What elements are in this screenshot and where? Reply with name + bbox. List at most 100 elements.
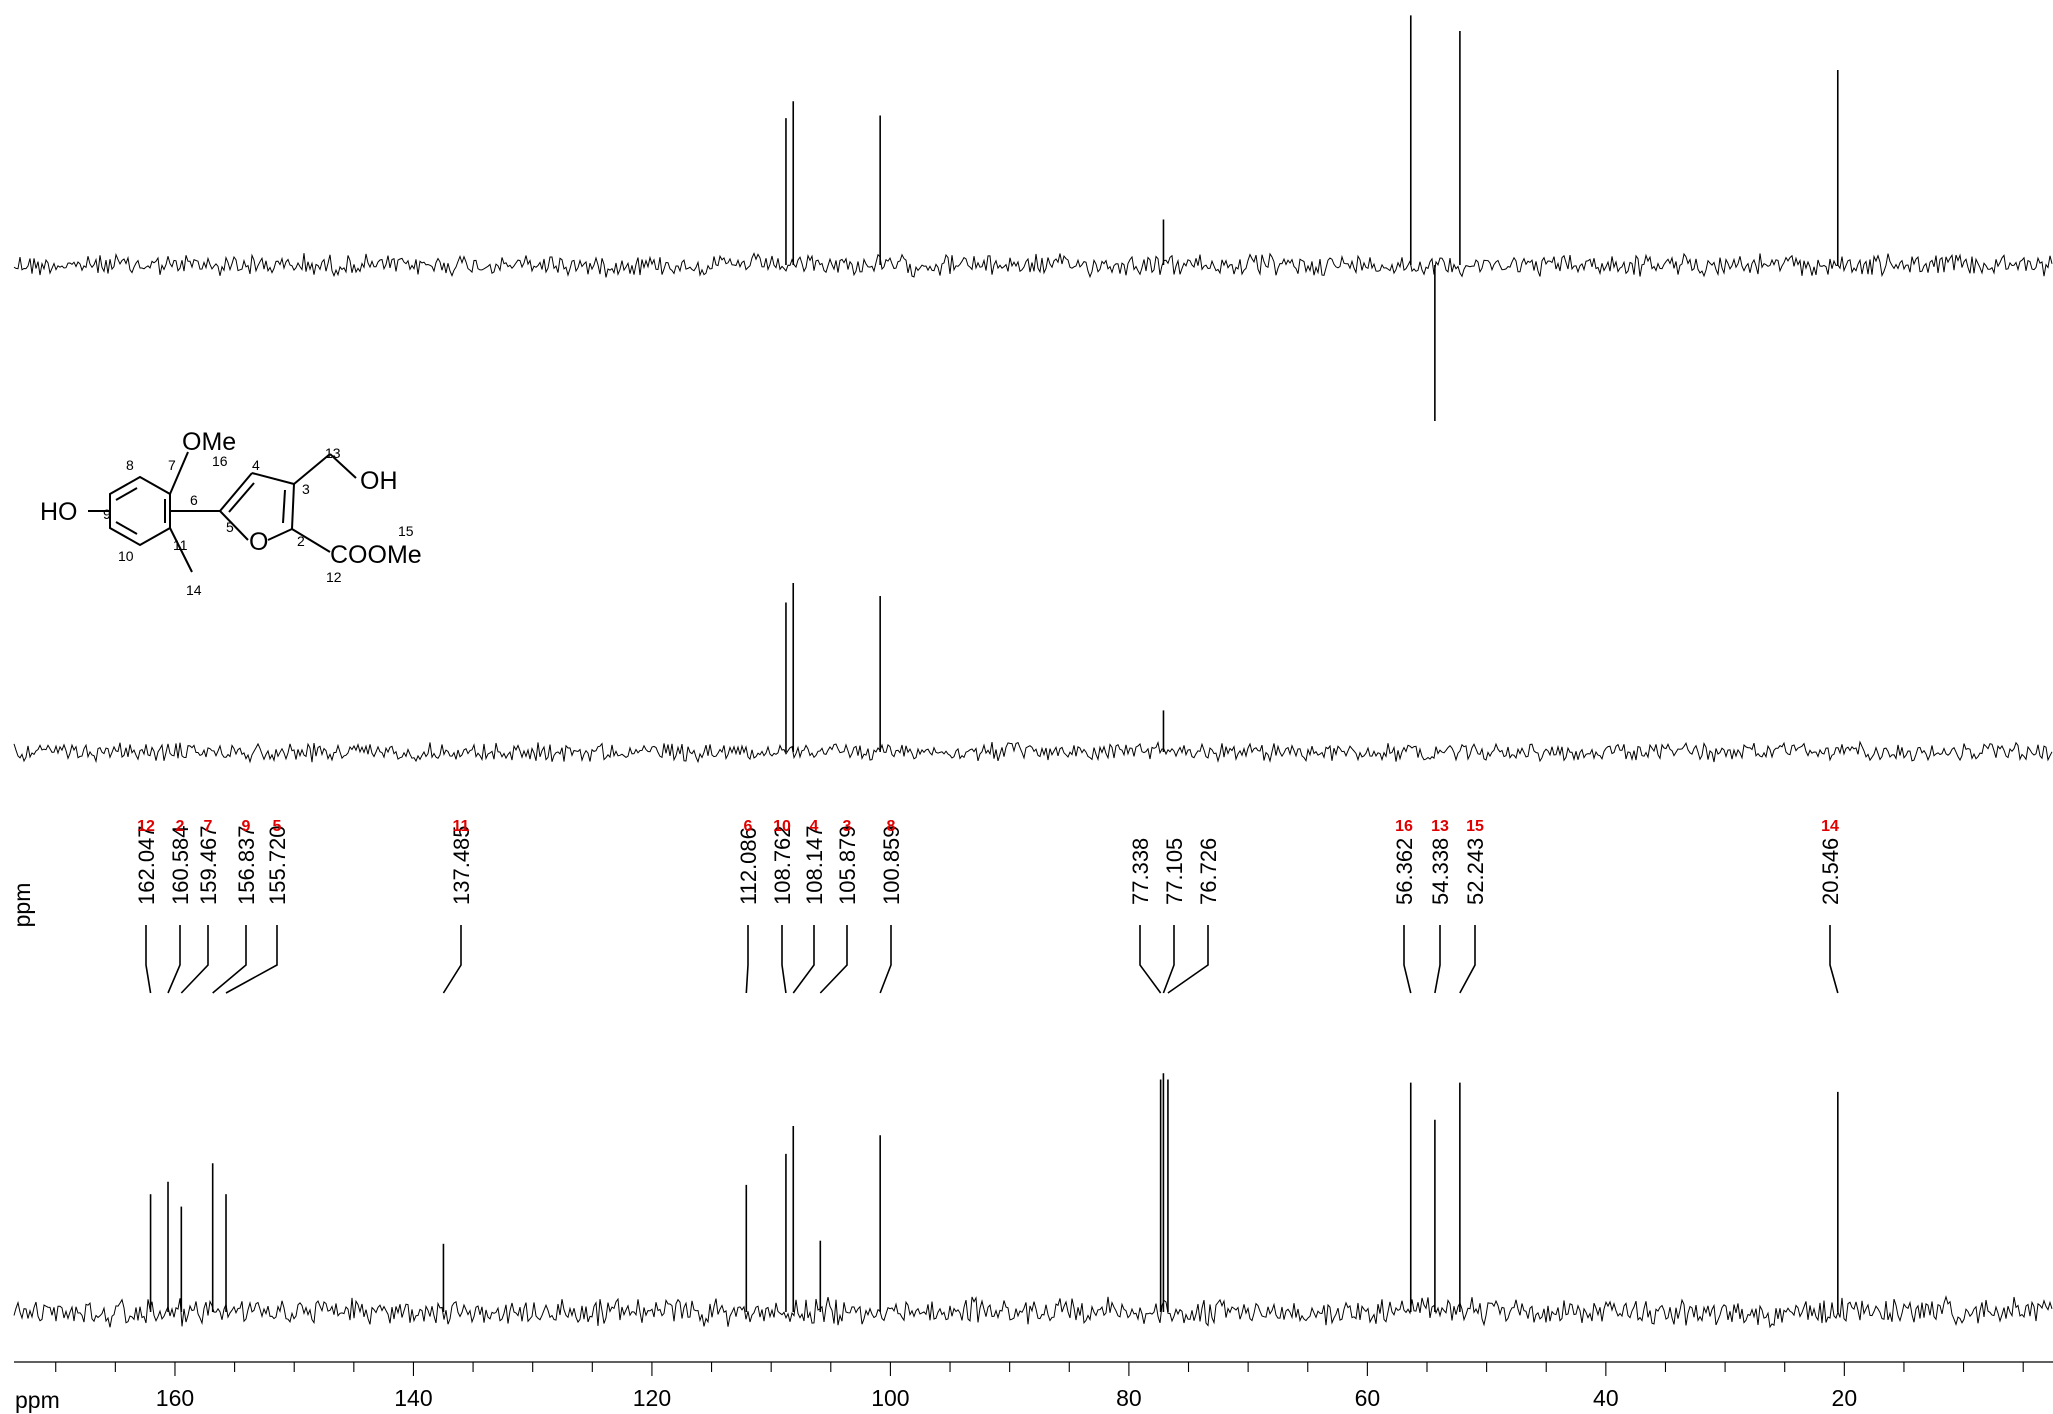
peak-shift-label: 162.047 [134,825,159,905]
baseline-noise-panel-3 [13,1295,2053,1329]
x-tick-label: 160 [156,1385,194,1411]
spectrum-traces [13,252,2053,1329]
atom-number: 13 [325,445,341,461]
atom-number: 15 [398,523,414,539]
peak-assignment-label: 13 [1431,818,1449,835]
peak-assignment-label: 11 [453,818,470,835]
peak-shift-label: 100.859 [879,825,904,905]
peak-assignment-label: 9 [242,818,251,835]
furan-double-bond [282,489,286,524]
atom-number: 3 [302,481,310,497]
peak-leader-line [1162,925,1175,994]
peak-assignment-label: 14 [1821,818,1839,835]
peak-shift-label: 52.243 [1463,838,1488,905]
peak-shift-label: 156.837 [234,825,259,905]
furan-bond [251,472,295,485]
peak-assignment-label: 3 [843,818,852,835]
atom-number: 5 [226,519,234,535]
furan-bond [267,528,293,541]
label-ho: HO [40,498,78,526]
x-axis-title: ppm [15,1387,60,1413]
peak-leader-line [819,925,848,994]
bond-c7-ome [169,451,189,495]
chemical-structure: HO OMe OH O COOMe 2 3 4 5 6 7 8 9 10 11 … [40,428,422,598]
atom-number: 4 [252,457,260,473]
x-tick-label: 20 [1832,1385,1858,1411]
x-tick-label: 40 [1593,1385,1619,1411]
atom-number: 2 [297,533,305,549]
x-tick-label: 120 [633,1385,671,1411]
baseline-noise-panel-1 [13,252,2053,279]
bond-c2-c12 [291,528,331,553]
peak-assignment-label: 8 [887,818,896,835]
peak-shift-label: 155.720 [265,825,290,905]
x-tick-label: 140 [394,1385,432,1411]
peak-leader-line [781,925,787,994]
peak-shift-label: 56.362 [1392,838,1417,905]
peak-shift-label: 159.467 [196,825,221,905]
x-tick-label: 80 [1116,1385,1142,1411]
peak-leader-line [1139,925,1162,994]
peak-leader-line [1434,925,1441,994]
label-oh: OH [360,467,398,495]
atom-number: 8 [126,457,134,473]
label-ome: OMe [182,428,236,456]
peak-leader-line [792,925,815,994]
furan-double-bond [228,482,255,513]
peak-shift-label: 108.762 [770,825,795,905]
baseline-noise-panel-2 [13,740,2053,764]
label-ring-o: O [249,528,268,556]
peak-shift-label: 137.485 [449,825,474,905]
peak-assignment-label: 12 [137,818,155,835]
side-unit-label: ppm [9,883,35,928]
benzene-inner-bond [115,487,138,501]
peak-leader-line [1167,925,1209,994]
furan-bond [219,472,253,512]
atom-number: 11 [173,537,188,553]
furan-bond [291,483,295,530]
peak-shift-label: 160.584 [168,825,193,905]
peak-assignment-label: 5 [273,818,282,835]
furan-bond [219,510,249,541]
peak-leader-line [1829,925,1839,994]
peak-leader-line [1459,925,1476,994]
atom-number: 9 [103,506,111,522]
peak-shift-label: 108.147 [802,825,827,905]
peak-shift-label: 76.726 [1196,838,1221,905]
peak-leader-line [180,925,209,994]
benzene-ring [109,475,171,547]
atom-number: 14 [186,582,202,598]
label-coome: COOMe [330,541,422,569]
peak-leader-line [442,925,462,994]
peak-assignment-label: 4 [810,818,819,835]
peak-leader-line [1403,925,1412,994]
peak-leader-line [167,925,181,994]
atom-number: 12 [326,569,342,585]
x-tick-label: 100 [871,1385,909,1411]
peak-assignment-label: 6 [744,818,753,835]
x-tick-label: 60 [1355,1385,1381,1411]
bond-c13-oh [329,453,357,479]
bond-c11-ch3 [169,527,193,573]
peak-leader-line [212,925,247,994]
peak-leader-line [145,925,152,994]
peak-shift-label: 77.338 [1128,838,1153,905]
atom-number: 6 [190,492,198,508]
bond-c3-c13 [293,453,331,485]
peak-assignment-label: 7 [204,818,213,835]
atom-number: 16 [212,453,228,469]
peak-assignment-label: 2 [176,818,185,835]
peak-shift-label: 112.086 [736,827,761,905]
peak-leader-line [225,925,278,994]
peak-assignment-label: 10 [773,818,791,835]
x-axis: 160 140 120 100 80 60 40 20 ppm [14,1361,2053,1413]
atom-number: 10 [118,548,134,564]
benzene-inner-bond [115,521,138,535]
peak-shift-label: 105.879 [835,825,860,905]
peak-leader-line [879,925,892,994]
peak-shift-label: 20.546 [1818,838,1843,905]
peak-assignment-label: 16 [1395,818,1413,835]
spectrum-peaks [149,15,1839,1312]
